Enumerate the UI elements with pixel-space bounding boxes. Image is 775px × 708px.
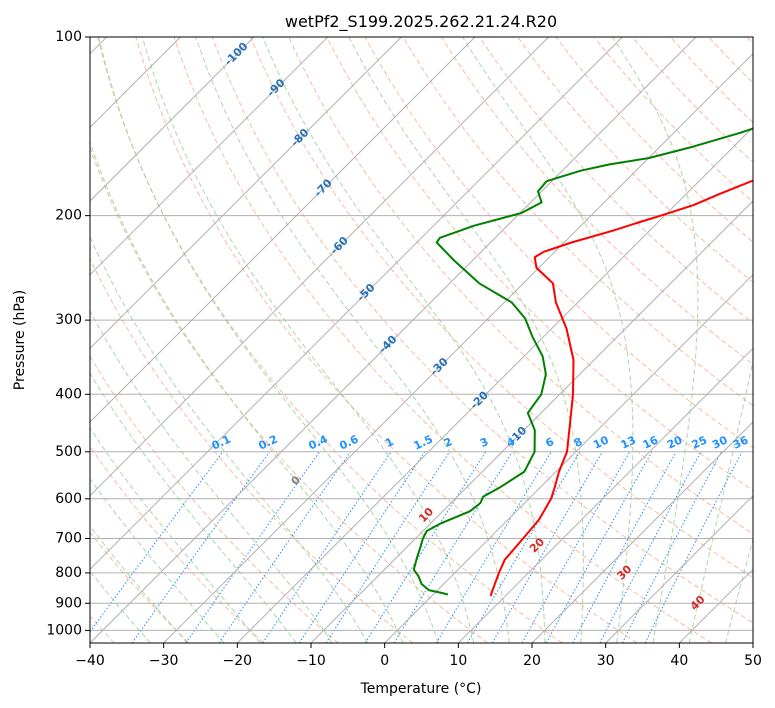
dry-adiabat	[593, 37, 753, 203]
mixing-ratio-label: 36	[731, 433, 751, 451]
x-tick-label: 0	[380, 653, 389, 669]
mixing-ratio-line	[298, 451, 426, 643]
y-tick-label: 700	[55, 531, 82, 547]
plot-frame	[89, 36, 754, 644]
dewpoint-line	[412, 127, 753, 596]
x-tick-label: −20	[223, 653, 253, 669]
chart-title: wetPf2_S199.2025.262.21.24.R20	[285, 12, 557, 32]
moist-adiabat	[348, 37, 584, 643]
plot-area	[90, 37, 753, 643]
moist-adiabat	[90, 140, 404, 643]
x-tick-label: −40	[75, 653, 105, 669]
dry-adiabat	[90, 146, 488, 643]
y-tick-label: 400	[55, 386, 82, 402]
mixing-ratio-label: 13	[619, 433, 638, 451]
y-tick-label: 200	[55, 208, 82, 224]
moist-adiabat	[90, 372, 297, 643]
dry-adiabat	[517, 37, 753, 283]
isotherm-line	[163, 52, 753, 643]
y-tick-label: 300	[55, 312, 82, 328]
x-tick-label: 50	[744, 653, 762, 669]
mixing-ratio-line	[364, 451, 487, 643]
moist-adiabat	[462, 37, 634, 643]
isotherm-line	[310, 200, 753, 643]
dry-adiabat	[479, 37, 753, 324]
moist-adiabat	[90, 309, 333, 643]
dry-adiabat	[90, 355, 339, 643]
dry-adiabat	[211, 37, 753, 624]
moist-adiabat	[725, 537, 753, 643]
x-tick-label: 40	[670, 653, 688, 669]
isotherm-line	[90, 37, 697, 643]
isotherm-line	[90, 37, 402, 350]
mixing-ratio-line	[131, 451, 271, 643]
mixing-ratio-line	[572, 451, 677, 643]
axes-layer: −40 −30 −20 −10 0 10 20 30 40 50 1000 900 800 700 600 5…	[46, 29, 762, 669]
mixing-ratio-line	[644, 451, 743, 643]
mixing-ratio-line	[521, 451, 631, 643]
dry-adiabat	[326, 37, 753, 492]
moist-adiabat	[611, 37, 699, 643]
isotherm-line	[90, 37, 550, 497]
y-tick-label: 500	[55, 444, 82, 460]
moist-adiabat	[262, 37, 546, 643]
moist-adiabat	[688, 358, 753, 643]
x-tick-label: 20	[523, 653, 541, 669]
y-tick-label: 800	[55, 565, 82, 581]
isotherm-line	[90, 37, 329, 276]
mixing-ratio-line	[599, 451, 702, 643]
isotherm-line	[236, 126, 753, 643]
x-tick-label: −30	[149, 653, 179, 669]
moist-adiabat	[195, 37, 510, 643]
moist-adiabat	[90, 235, 369, 643]
y-tick-label: 600	[55, 491, 82, 507]
isotherm-line	[384, 273, 753, 643]
isotherm-line	[90, 37, 476, 423]
moist-adiabat	[98, 37, 439, 643]
isotherm-line	[90, 37, 623, 571]
dry-adiabat	[173, 37, 712, 643]
mixing-ratio-label: 20	[665, 433, 685, 451]
mixing-ratio-label: 30	[710, 433, 730, 451]
mixing-ratio-line	[218, 451, 351, 643]
y-tick-label: 900	[55, 595, 82, 611]
isotherm-line	[605, 494, 753, 643]
moist-adiabat	[141, 37, 475, 643]
dry-adiabat	[288, 37, 753, 535]
mixing-ratio-line	[185, 451, 321, 643]
x-tick-label: 30	[597, 653, 615, 669]
isotherm-line	[457, 347, 753, 643]
dry-adiabat	[135, 37, 638, 643]
isotherm-line	[531, 421, 753, 643]
x-tick-label: 10	[449, 653, 467, 669]
x-tick-label: −10	[296, 653, 326, 669]
dry-adiabat	[402, 37, 753, 407]
mixing-ratio-label: 16	[641, 433, 661, 451]
mixing-ratio-label: 10	[591, 433, 611, 451]
mixing-ratio-line	[621, 451, 722, 643]
mixing-ratio-line	[90, 451, 224, 633]
moist-adiabat	[90, 477, 225, 643]
y-tick-label: 1000	[46, 622, 82, 638]
x-axis-label: Temperature (°C)	[360, 681, 482, 697]
mixing-ratio-line	[435, 451, 552, 643]
dry-adiabat	[90, 531, 190, 643]
moist-adiabat	[90, 427, 261, 643]
y-tick-label: 100	[55, 29, 82, 45]
series-layer	[412, 127, 753, 597]
y-axis-label: Pressure (hPa)	[12, 290, 28, 390]
mixing-ratio-line	[325, 451, 451, 643]
dry-adiabat	[364, 37, 753, 449]
mixing-ratio-label: 25	[690, 433, 709, 451]
mixing-ratio-line	[491, 451, 603, 643]
temperature-line	[489, 179, 753, 597]
isotherm-line	[90, 37, 255, 202]
